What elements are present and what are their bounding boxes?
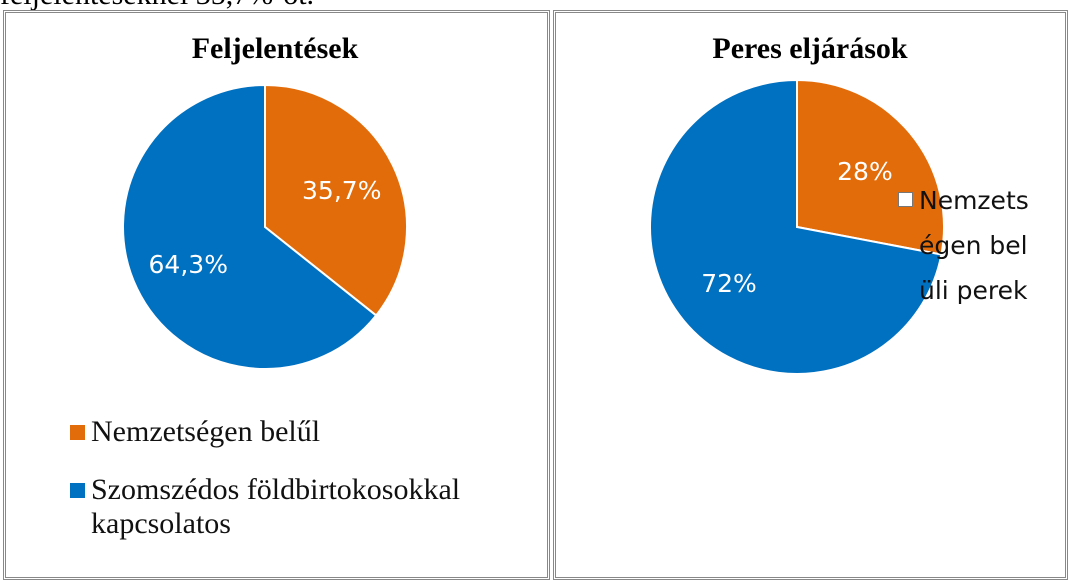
data-label: 35,7% [302,176,381,205]
charts: Feljelentések 35,7% 64,3% Peres eljárások 28… [122,32,945,375]
legend-label: Nemzetségen belüli perek [919,186,1029,305]
legend-marker [898,192,913,207]
data-label: 64,3% [149,250,228,279]
legend-marker [70,425,85,440]
pie-slice [122,83,378,370]
header-text: feljelentéseknél 35,7%-ot. [0,0,314,12]
legend-entry: Nemzetségen belüli perek [898,178,1038,313]
legend-marker [70,483,85,498]
pie-slice [264,83,408,317]
data-label: 72% [701,269,757,298]
data-label: 28% [837,157,893,186]
legend-label: Nemzetségen belűl [91,415,321,448]
legend-entry: Nemzetségen belűl [70,415,540,449]
chart-title: Peres eljárások [712,32,908,65]
legend-entry: Szomszédos földbirtokosokkal kapcsolatos [70,473,540,541]
pie-slice [649,78,943,375]
legend-label: Szomszédos földbirtokosokkal kapcsolatos [91,473,461,540]
pie-slice [796,78,945,256]
chart-title: Feljelentések [192,32,359,65]
